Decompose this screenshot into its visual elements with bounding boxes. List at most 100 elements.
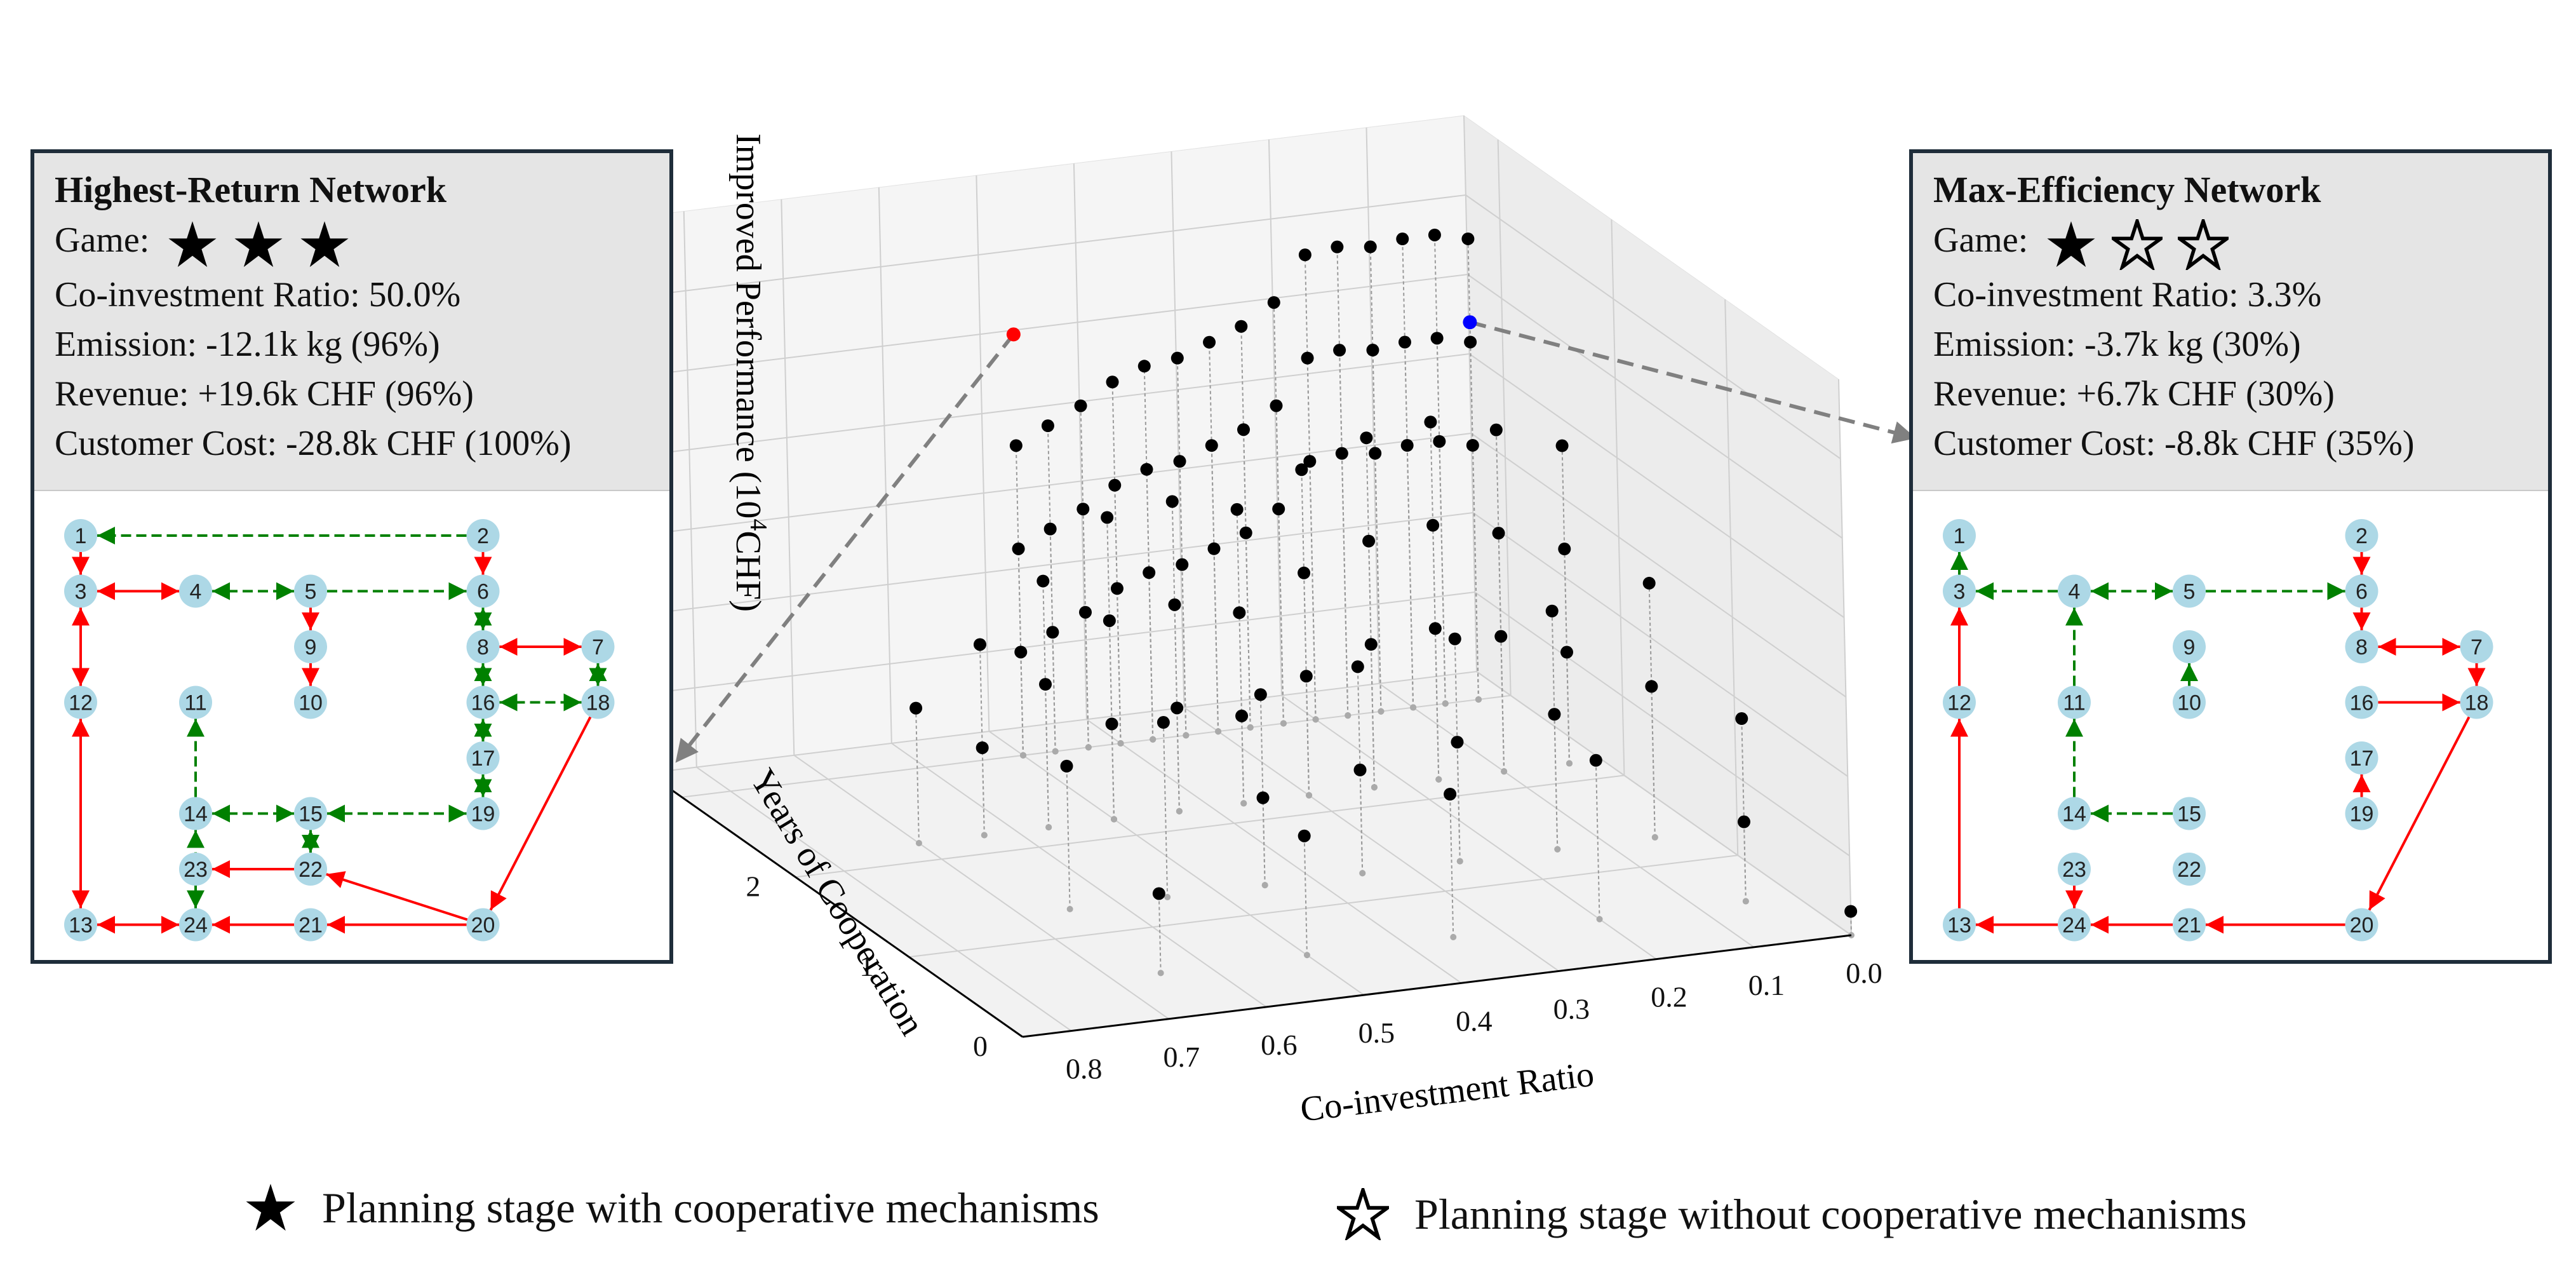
point-stem (1651, 686, 1656, 837)
data-point (1168, 598, 1181, 611)
data-point (1548, 708, 1561, 721)
network-node: 11 (179, 686, 212, 719)
x-tick-label: 0.5 (1358, 1017, 1395, 1049)
network-node: 18 (2460, 686, 2493, 719)
point-shadow (1450, 934, 1457, 941)
x-tick-label: 0.2 (1651, 981, 1687, 1013)
data-point (1171, 701, 1184, 715)
node-label: 18 (2465, 691, 2489, 715)
data-point (1143, 566, 1156, 579)
data-point (1494, 630, 1508, 643)
network-node: 16 (466, 686, 500, 719)
gridline (644, 512, 1473, 615)
data-point (1735, 712, 1748, 726)
game-stars (2046, 217, 2244, 271)
data-point (1060, 759, 1073, 773)
data-point (1256, 791, 1270, 804)
data-point (1101, 511, 1114, 524)
floor-pane (648, 672, 1851, 1037)
node-label: 16 (471, 691, 495, 715)
legend-filled-label: Planning stage with cooperative mechanis… (322, 1183, 1099, 1232)
data-point (1444, 788, 1457, 801)
data-point (1173, 455, 1186, 468)
data-point (1424, 416, 1437, 429)
point-shadow (1183, 732, 1190, 739)
network-node: 14 (179, 797, 212, 830)
point-stem (1045, 684, 1050, 828)
gridline (646, 591, 1475, 694)
data-point (1351, 660, 1364, 673)
gridline (878, 187, 892, 743)
data-point (1737, 815, 1750, 828)
x-tick-label: 0.3 (1553, 992, 1590, 1025)
network-node: 7 (581, 630, 615, 663)
point-shadow (1456, 858, 1463, 865)
data-point (1235, 320, 1248, 333)
point-shadow (1111, 816, 1118, 823)
data-point (1396, 233, 1409, 246)
revenue: Revenue: +6.7k CHF (30%) (1933, 374, 2335, 414)
x-tick-label: 0.1 (1748, 969, 1785, 1001)
data-point (1545, 604, 1559, 618)
gridline (1838, 379, 1852, 936)
point-shadow (1280, 720, 1287, 727)
network-node: 24 (2058, 908, 2091, 942)
data-point (1157, 716, 1170, 729)
network-node: 4 (179, 574, 212, 608)
data-point (973, 638, 986, 651)
data-point (1137, 360, 1151, 373)
point-shadow (1261, 882, 1268, 889)
data-point (1360, 431, 1373, 445)
network-edge (2368, 716, 2471, 911)
point-stem (1339, 350, 1349, 716)
point-shadow (1045, 824, 1052, 831)
network-node: 14 (2058, 797, 2091, 830)
node-label: 5 (2184, 580, 2196, 604)
node-label: 7 (592, 635, 604, 659)
point-shadow (1085, 744, 1092, 751)
y-tick-label: 0 (973, 1030, 988, 1062)
gridline (1611, 219, 1625, 776)
data-point (1461, 232, 1475, 245)
point-shadow (1247, 724, 1254, 731)
network-node: 4 (2058, 574, 2091, 608)
data-point (1451, 736, 1464, 749)
filled-star-icon (300, 221, 349, 267)
data-point (1078, 605, 1092, 619)
point-stem (1406, 445, 1414, 708)
data-point (1298, 248, 1311, 262)
game-stars (167, 217, 365, 270)
node-label: 22 (2177, 858, 2201, 882)
point-stem (1449, 794, 1454, 938)
legend-hollow-label: Planning stage without cooperative mecha… (1414, 1189, 2247, 1238)
network-node: 23 (2058, 853, 2091, 886)
data-point (1366, 344, 1379, 357)
network-node: 7 (2460, 630, 2493, 663)
point-stem (1066, 766, 1071, 909)
filled-star-icon (168, 221, 217, 267)
network-node: 23 (179, 853, 212, 886)
point-stem (1305, 676, 1310, 795)
point-shadow (1215, 728, 1222, 735)
hollow-star-icon (2178, 219, 2229, 271)
data-point (1426, 518, 1440, 532)
data-point (1039, 678, 1052, 691)
node-label: 10 (2177, 691, 2201, 715)
legend-filled: Planning stage with cooperative mechanis… (245, 1182, 1099, 1234)
node-label: 12 (69, 691, 93, 715)
data-point (1267, 296, 1280, 309)
point-stem (1158, 893, 1162, 973)
node-label: 1 (1954, 524, 1966, 548)
node-label: 6 (477, 580, 489, 604)
network-edge (326, 871, 468, 921)
x-tick-label: 0.7 (1164, 1041, 1200, 1073)
data-point (1230, 503, 1244, 516)
game-row: Game: (55, 215, 649, 270)
point-shadow (1554, 846, 1561, 853)
x-axis-line (1022, 934, 1852, 1038)
point-shadow (981, 832, 988, 839)
x-axis-label: Co-investment Ratio (1298, 1055, 1596, 1130)
data-point (1642, 576, 1656, 590)
node-label: 21 (2177, 914, 2201, 938)
point-stem (1162, 722, 1169, 898)
